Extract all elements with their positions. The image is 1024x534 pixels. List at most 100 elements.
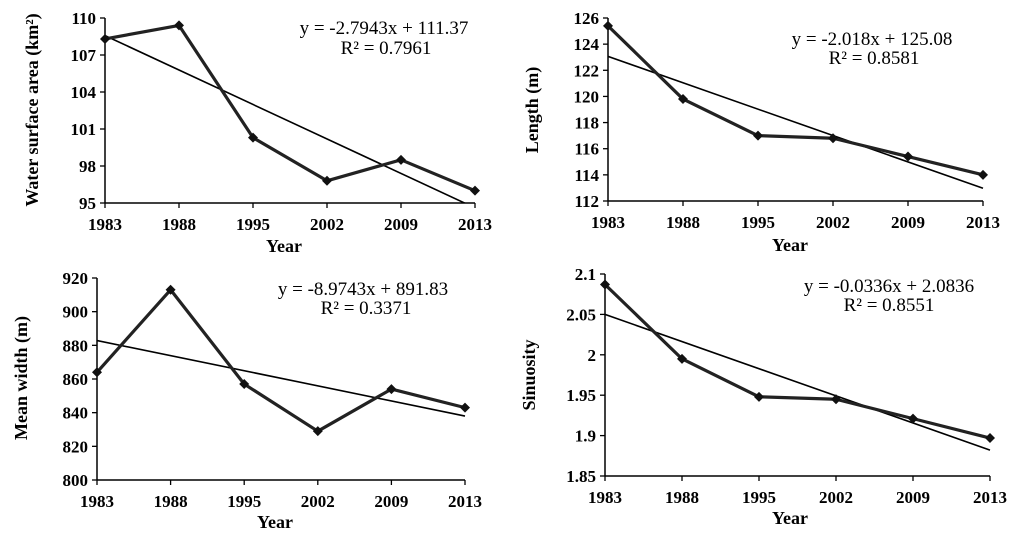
x-tick-label: 1988 — [666, 213, 700, 232]
x-axis-title: Year — [772, 508, 808, 528]
data-series-line — [104, 23, 476, 193]
trendline-equation: y = -8.9743x + 891.83 — [278, 279, 448, 300]
y-axis-title: Water surface area (km²) — [22, 13, 43, 206]
x-tick-label: 2009 — [374, 492, 408, 511]
y-tick-label: 112 — [574, 192, 599, 211]
data-point-marker — [92, 367, 102, 378]
trendline — [605, 313, 991, 451]
y-axis-title: Mean width (m) — [11, 316, 32, 440]
x-tick-label: 1995 — [741, 213, 775, 232]
data-point-marker — [248, 132, 258, 143]
chart-panel-2: 112 114 116 118 120 122 124 126 1983 1988 1995 2002… — [522, 9, 1000, 255]
trendline-equation: y = -2.018x + 125.08 — [792, 29, 953, 50]
x-tick-label: 2002 — [310, 215, 344, 234]
y-tick-label: 104 — [71, 83, 97, 102]
trendline — [97, 339, 466, 417]
x-tick-label: 2002 — [816, 213, 850, 232]
data-point-marker — [978, 169, 988, 180]
data-point-marker — [678, 94, 688, 105]
x-tick-label: 2013 — [448, 492, 482, 511]
data-point-marker — [828, 133, 838, 144]
chart-panel-4: 1.85 1.9 1.95 2 2.05 2.1 1983 1988 1995 2002 2009 2… — [519, 265, 1007, 528]
y-tick-label: 118 — [574, 114, 599, 133]
x-tick-label: 2009 — [896, 488, 930, 507]
y-tick-label: 900 — [63, 303, 89, 322]
data-point-marker — [754, 391, 764, 402]
y-tick-label: 860 — [63, 370, 89, 389]
x-tick-label: 1995 — [236, 215, 270, 234]
data-point-marker — [753, 130, 763, 141]
data-point-marker — [396, 154, 406, 165]
data-point-marker — [908, 413, 918, 424]
y-tick-label: 110 — [71, 9, 96, 28]
x-tick-label: 1988 — [162, 215, 196, 234]
x-tick-label: 2013 — [966, 213, 1000, 232]
y-axis-title: Length (m) — [522, 67, 543, 154]
x-tick-label: 1988 — [154, 492, 188, 511]
trendline — [608, 55, 984, 190]
data-point-marker — [831, 394, 841, 405]
y-tick-label: 2.1 — [575, 265, 596, 284]
y-tick-label: 120 — [574, 87, 600, 106]
data-point-marker — [239, 379, 250, 390]
x-axis-title: Year — [266, 236, 302, 256]
data-point-marker — [386, 384, 397, 395]
data-point-marker — [100, 33, 110, 44]
x-axis-title: Year — [772, 235, 808, 255]
y-tick-label: 114 — [574, 166, 599, 185]
y-tick-label: 1.85 — [566, 467, 596, 486]
data-point-marker — [470, 185, 480, 196]
y-tick-label: 107 — [71, 46, 97, 65]
x-tick-label: 2002 — [819, 488, 853, 507]
y-tick-label: 840 — [63, 404, 89, 423]
y-tick-label: 920 — [63, 269, 89, 288]
data-point-marker — [322, 175, 332, 186]
data-point-marker — [603, 20, 613, 31]
x-tick-label: 2009 — [384, 215, 418, 234]
y-tick-label: 820 — [63, 437, 89, 456]
data-point-marker — [165, 284, 176, 295]
chart-panel-1: 95 98 101 104 107 110 1983 1988 1995 2002 2009 2013… — [22, 9, 492, 256]
y-tick-label: 1.95 — [566, 386, 596, 405]
y-tick-label: 122 — [574, 61, 600, 80]
data-point-marker — [600, 279, 610, 290]
y-tick-label: 98 — [79, 157, 96, 176]
r-squared-label: R² = 0.8551 — [844, 295, 935, 316]
x-tick-label: 2002 — [301, 492, 335, 511]
x-tick-label: 1983 — [88, 215, 122, 234]
y-tick-label: 1.9 — [575, 427, 596, 446]
x-tick-label: 1995 — [742, 488, 776, 507]
y-tick-label: 126 — [574, 9, 600, 28]
x-axis-title: Year — [257, 512, 293, 532]
y-tick-label: 101 — [71, 120, 97, 139]
y-tick-label: 95 — [79, 194, 96, 213]
trendline-equation: y = -0.0336x + 2.0836 — [804, 276, 974, 297]
x-tick-label: 1995 — [227, 492, 261, 511]
y-tick-label: 124 — [574, 35, 600, 54]
x-tick-label: 1983 — [591, 213, 625, 232]
trendline — [105, 34, 467, 203]
trendline-equation: y = -2.7943x + 111.37 — [300, 18, 469, 39]
data-point-marker — [985, 433, 995, 444]
y-tick-label: 800 — [63, 471, 89, 490]
y-tick-label: 2 — [588, 346, 597, 365]
data-point-marker — [460, 402, 470, 413]
data-series-line — [95, 288, 466, 433]
x-tick-label: 2009 — [891, 213, 925, 232]
y-tick-label: 2.05 — [566, 305, 596, 324]
x-tick-label: 1983 — [588, 488, 622, 507]
r-squared-label: R² = 0.7961 — [341, 38, 432, 59]
x-tick-label: 2013 — [973, 488, 1007, 507]
data-point-marker — [677, 353, 687, 364]
data-series-line — [606, 24, 984, 177]
y-tick-label: 116 — [574, 140, 599, 159]
y-axis-title: Sinuosity — [519, 339, 539, 410]
r-squared-label: R² = 0.8581 — [829, 48, 920, 69]
data-point-marker — [312, 426, 323, 437]
chart-panel-3: 800 820 840 860 880 900 920 1983 1988 1995 2002 200… — [11, 269, 482, 532]
x-tick-label: 1988 — [665, 488, 699, 507]
x-tick-label: 2013 — [458, 215, 492, 234]
data-point-marker — [903, 151, 913, 162]
